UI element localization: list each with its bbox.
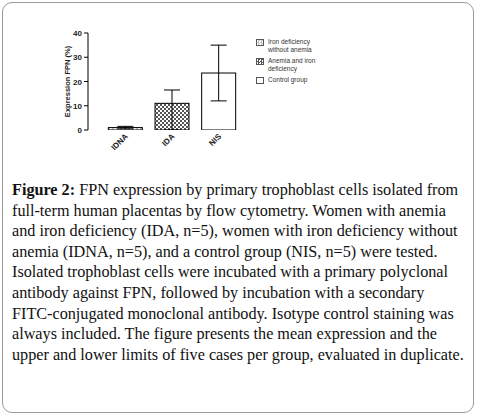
legend-item: Control group (256, 76, 336, 84)
x-tick-label: IDNA (110, 132, 130, 152)
error-bar (117, 126, 133, 128)
caption-label: Figure 2: (12, 181, 75, 199)
legend-swatch (256, 77, 264, 84)
legend-item: Iron deficiency without anemia (256, 38, 336, 53)
y-tick (84, 57, 88, 58)
caption: Figure 2: FPN expression by primary trop… (12, 180, 468, 365)
legend-swatch (256, 58, 264, 65)
y-tick (84, 130, 88, 131)
y-tick-label: 40 (73, 29, 82, 38)
y-tick (84, 105, 88, 106)
y-tick-label: 10 (73, 102, 82, 111)
y-tick-label: 20 (73, 78, 82, 87)
error-bar (211, 45, 227, 101)
caption-text: FPN expression by primary trophoblast ce… (12, 181, 464, 364)
y-tick (84, 81, 88, 82)
legend-label: Iron deficiency without anemia (268, 38, 320, 53)
y-axis-label: Expression FPN (%) (63, 45, 72, 117)
error-bar (164, 90, 180, 130)
y-tick-label: 0 (78, 126, 83, 135)
legend: Iron deficiency without anemia Anemia and… (256, 38, 336, 88)
legend-item: Anemia and iron deficiency (256, 57, 336, 72)
x-tick-label: IDA (160, 132, 176, 148)
legend-swatch (256, 39, 264, 46)
legend-label: Anemia and iron deficiency (268, 57, 320, 72)
y-tick (84, 33, 88, 34)
bars (108, 45, 235, 130)
legend-label: Control group (268, 76, 320, 84)
y-tick-label: 30 (73, 53, 82, 62)
chart: 0 10 20 30 40Expression FPN (%) IDNA IDA NIS (0, 0, 478, 180)
x-tick-label: NIS (207, 132, 223, 148)
